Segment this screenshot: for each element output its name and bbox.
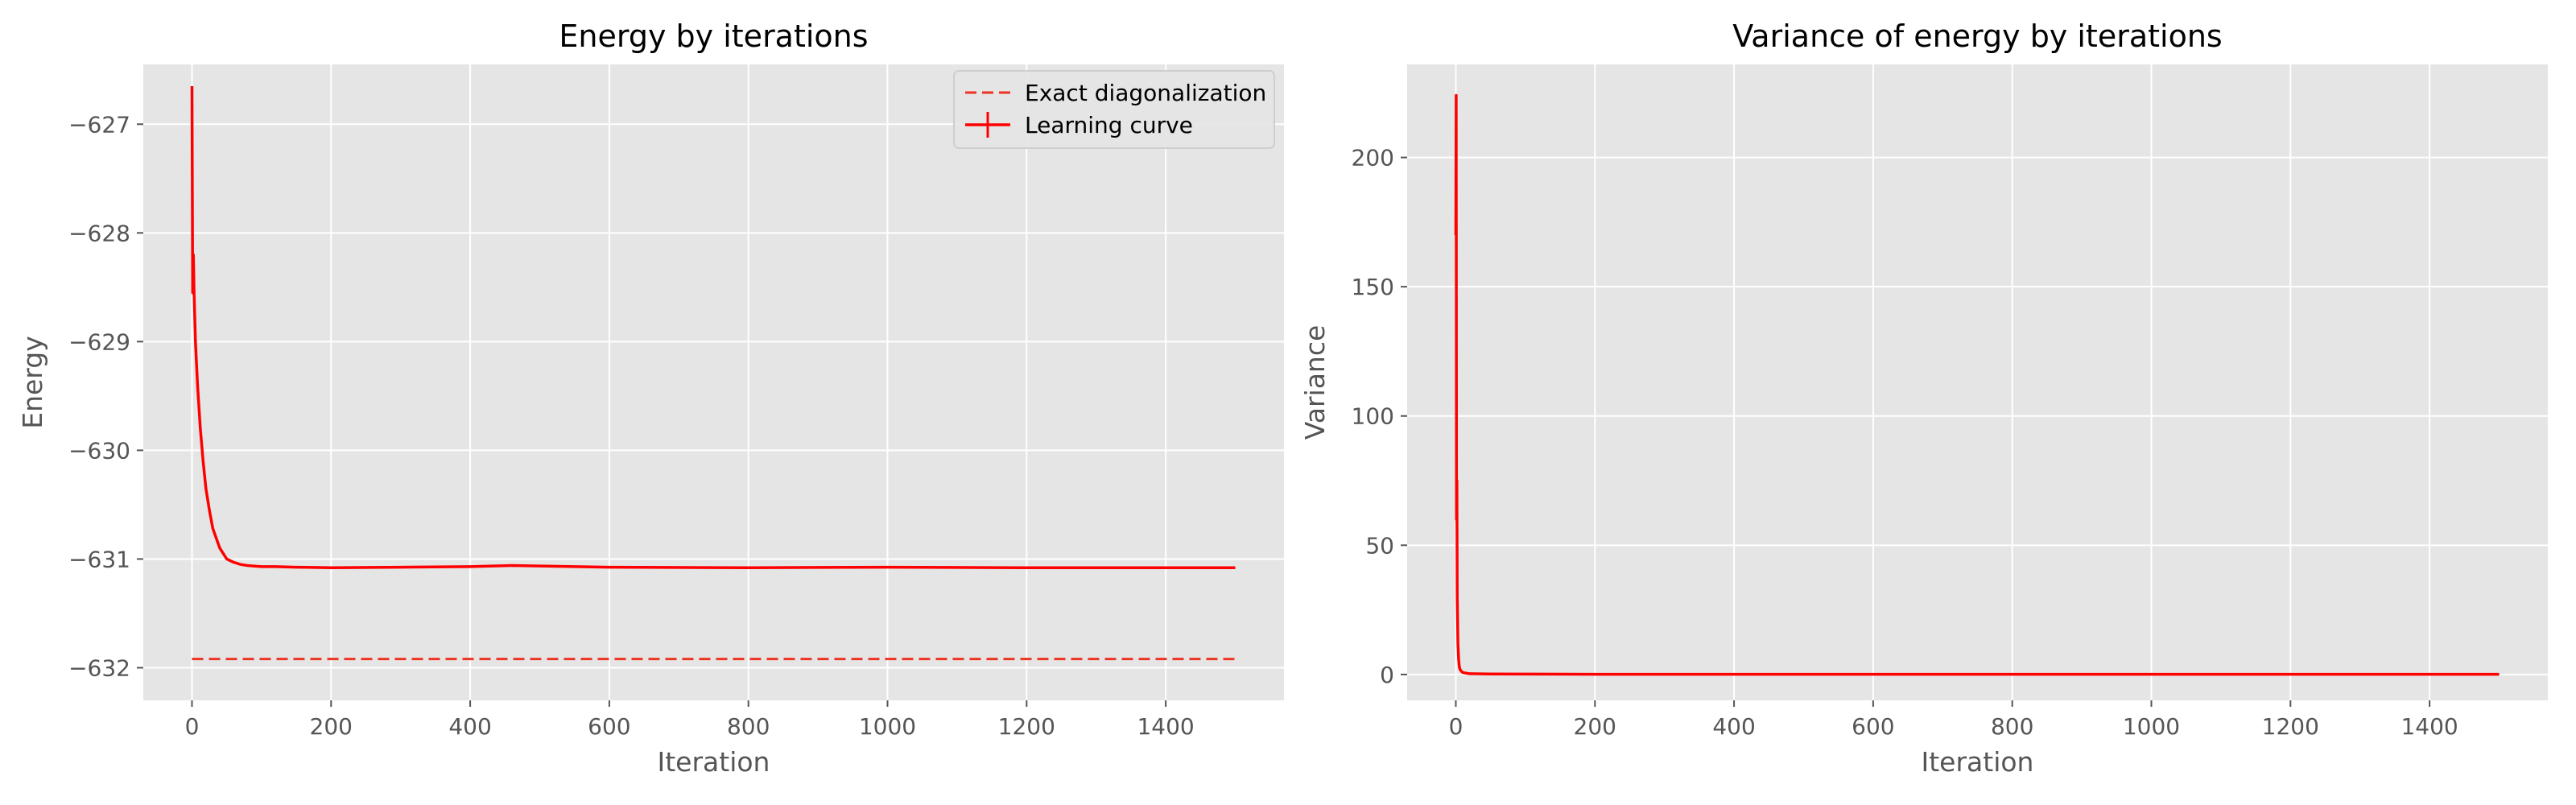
x-tick-label: 800 <box>1991 713 2033 740</box>
series-line-0 <box>1454 93 2500 676</box>
x-tick-label: 1000 <box>859 713 916 740</box>
legend-label-0: Exact diagonalization <box>1025 80 1266 106</box>
y-tick-label: −629 <box>68 328 130 355</box>
chart-title: Variance of energy by iterations <box>1732 19 2222 54</box>
y-tick-label: 200 <box>1352 145 1394 171</box>
x-tick-label: 400 <box>448 713 491 740</box>
y-tick-label: 0 <box>1380 662 1394 688</box>
x-tick-label: 1200 <box>2262 713 2319 740</box>
y-tick-label: −631 <box>68 546 130 572</box>
series-line-1 <box>190 86 1236 569</box>
legend-box <box>953 70 1275 149</box>
y-tick-label: 50 <box>1365 532 1394 559</box>
x-tick-label: 600 <box>588 713 630 740</box>
energy-plot: 0 200 400 600 800 1000 1200 1400 −632 −631 −630 −62… <box>17 19 1284 778</box>
x-tick-label: 1400 <box>2401 713 2458 740</box>
chart-title: Energy by iterations <box>559 19 868 54</box>
y-tick-label: 150 <box>1352 274 1394 300</box>
axes-background <box>143 64 1284 700</box>
y-tick-label: 100 <box>1352 403 1394 430</box>
y-tick-label: −628 <box>68 220 130 246</box>
y-tick-label: −632 <box>68 654 130 681</box>
x-tick-label: 600 <box>1852 713 1894 740</box>
x-axis-label: Iteration <box>1922 746 2034 778</box>
x-tick-label: 400 <box>1712 713 1755 740</box>
axes-background <box>1407 64 2548 700</box>
x-tick-label: 1000 <box>2123 713 2180 740</box>
x-tick-label: 800 <box>727 713 770 740</box>
legend-label-1: Learning curve <box>1025 112 1193 138</box>
x-tick-label: 0 <box>185 713 200 740</box>
x-tick-label: 1400 <box>1137 713 1194 740</box>
variance-plot: 0 200 400 600 800 1000 1200 1400 0 50 100 150 200 Var… <box>1299 19 2548 778</box>
x-tick-label: 200 <box>1574 713 1616 740</box>
y-tick-label: −627 <box>68 111 130 138</box>
x-tick-label: 200 <box>310 713 353 740</box>
y-axis-label: Variance <box>1299 325 1331 440</box>
x-tick-label: 0 <box>1449 713 1463 740</box>
y-tick-label: −630 <box>68 437 130 464</box>
x-tick-label: 1200 <box>998 713 1055 740</box>
x-axis-label: Iteration <box>658 746 770 778</box>
y-axis-label: Energy <box>17 336 48 429</box>
